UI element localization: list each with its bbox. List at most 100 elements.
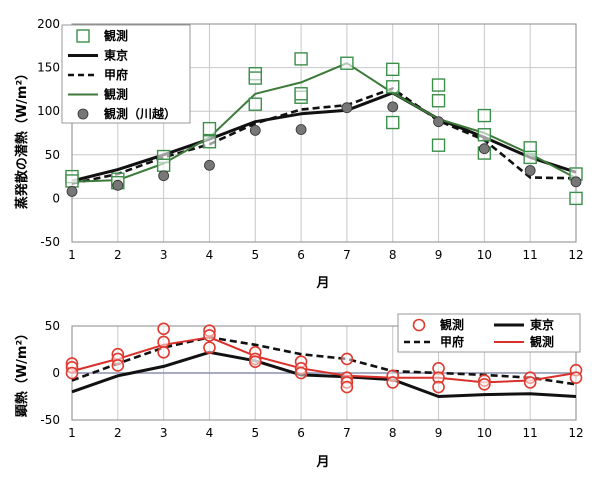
chart2-xtick-label: 12: [568, 426, 583, 440]
chart1-series-4-point: [204, 159, 215, 171]
chart1-ytick-label: 0: [52, 191, 60, 205]
chart2-xtick-label: 5: [251, 426, 259, 440]
chart2-xtick-label: 8: [389, 426, 397, 440]
chart2-series-3-point: [523, 376, 537, 389]
chart2-legend-box: [397, 313, 581, 353]
chart2-series-3-point: [248, 355, 262, 369]
chart1-series-4-point: [387, 101, 399, 113]
chart2-ylabel: 顕熱（W/m²）: [14, 327, 30, 417]
chart1-series-3-point: [431, 138, 446, 152]
chart1-series-3-point: [248, 71, 262, 85]
chart1-xtick-label: 1: [68, 248, 76, 262]
chart1-series-3-point: [431, 78, 446, 92]
chart1-xtick-label: 2: [114, 248, 122, 262]
chart1-series-4-point: [112, 179, 124, 191]
chart1-series-3-point: [294, 52, 308, 66]
chart1-series-3-point: [294, 87, 308, 101]
chart1-legend-label: 観測: [104, 87, 128, 102]
chart1-series-3-point: [65, 174, 79, 188]
chart1-series-3-point: [248, 97, 262, 111]
chart1-series-4-point: [570, 176, 582, 188]
chart2-xtick-label: 10: [477, 426, 492, 440]
chart1-series-4-point: [158, 170, 170, 182]
chart2-series-3-point: [203, 329, 216, 342]
chart1-xtick-label: 3: [160, 248, 168, 262]
chart1-frame: [71, 23, 577, 243]
chart2-ytick-label: 0: [52, 366, 60, 380]
chart2-legend-label: 観測: [530, 334, 554, 349]
chart1-xtick-label: 11: [523, 248, 538, 262]
chart1-xtick-label: 10: [477, 248, 492, 262]
chart2-series-3-point: [294, 366, 308, 380]
chart1-series-4-point: [341, 102, 353, 114]
chart2-xtick-label: 9: [435, 426, 443, 440]
chart1-xlabel: 月: [315, 276, 329, 291]
chart2-series-3-point: [386, 376, 400, 389]
chart1-series-4-point: [66, 186, 78, 197]
chart2-series-3-point: [432, 380, 445, 394]
chart1-series-3-point: [477, 128, 492, 142]
chart2-series-1-line: [71, 336, 577, 386]
legend-swatch: [77, 108, 89, 120]
chart2-xtick-label: 6: [297, 426, 305, 440]
chart1-series-3-point: [523, 150, 537, 165]
chart2-series-3-point: [340, 352, 354, 366]
chart2-series-3-point: [111, 359, 125, 372]
chart2-series-3-point: [203, 341, 216, 354]
chart2-series-3-point: [65, 366, 79, 380]
chart2-series-3-point: [157, 335, 170, 349]
chart2-series-3-point: [157, 322, 170, 336]
chart1-series-3-point: [340, 56, 354, 70]
chart1-legend-label: 観測（川越）: [104, 106, 176, 121]
chart1-ytick-label: 100: [37, 104, 60, 118]
chart2-xtick-label: 3: [160, 426, 168, 440]
chart2-series-3-point: [157, 346, 170, 359]
chart1-series-1-line: [71, 87, 577, 185]
chart1-series-3-point: [202, 121, 217, 136]
chart1-series-4-point: [295, 124, 307, 135]
chart2-xtick-label: 2: [114, 426, 122, 440]
chart2-legend-label: 観測: [440, 317, 464, 332]
chart1-xtick-label: 7: [343, 248, 351, 262]
chart1-legend-label: 東京: [104, 48, 128, 63]
chart1-series-2-line: [71, 62, 577, 183]
chart1-series-3-point: [477, 108, 492, 123]
chart1-series-4-point: [478, 143, 490, 155]
legend-swatch: [76, 29, 90, 43]
chart1-ytick-label: 150: [37, 61, 60, 75]
chart1-series-0-line: [71, 91, 577, 183]
chart2-series-3-point: [340, 380, 354, 394]
chart1-series-4-point: [524, 165, 536, 176]
chart1-xtick-label: 12: [568, 248, 583, 262]
chart1-series-4-point: [249, 124, 261, 136]
chart2-series-2-line: [71, 336, 577, 384]
chart1-xtick-label: 5: [251, 248, 259, 262]
chart1-series-3-point: [569, 191, 583, 206]
chart1-series-3-point: [156, 158, 171, 172]
chart2-series-3-point: [478, 377, 491, 391]
chart1-series-4-point: [433, 116, 444, 128]
chart2-xtick-label: 1: [68, 426, 76, 440]
chart1-xtick-label: 4: [206, 248, 214, 262]
chart1-xtick-label: 6: [297, 248, 305, 262]
chart1-ytick-label: -50: [40, 235, 60, 249]
chart2-xlabel: 月: [315, 455, 329, 470]
legend-swatch: [412, 318, 426, 332]
chart1-ytick-label: 50: [45, 148, 60, 162]
chart2-series-0-line: [71, 350, 577, 398]
chart1-series-3-point: [386, 62, 400, 77]
chart1-legend-label: 観測: [104, 28, 128, 43]
chart1-ylabel: 蒸発散の潜熱（W/m²）: [14, 67, 30, 209]
chart2-legend-label: 東京: [530, 317, 554, 332]
chart1-xtick-label: 8: [389, 248, 397, 262]
chart1-series-3-point: [431, 94, 446, 108]
chart1-ytick-label: 200: [37, 17, 60, 31]
chart2-series-3-point: [569, 371, 583, 385]
chart1-series-3-point: [386, 115, 400, 130]
chart2-xtick-label: 7: [343, 426, 351, 440]
